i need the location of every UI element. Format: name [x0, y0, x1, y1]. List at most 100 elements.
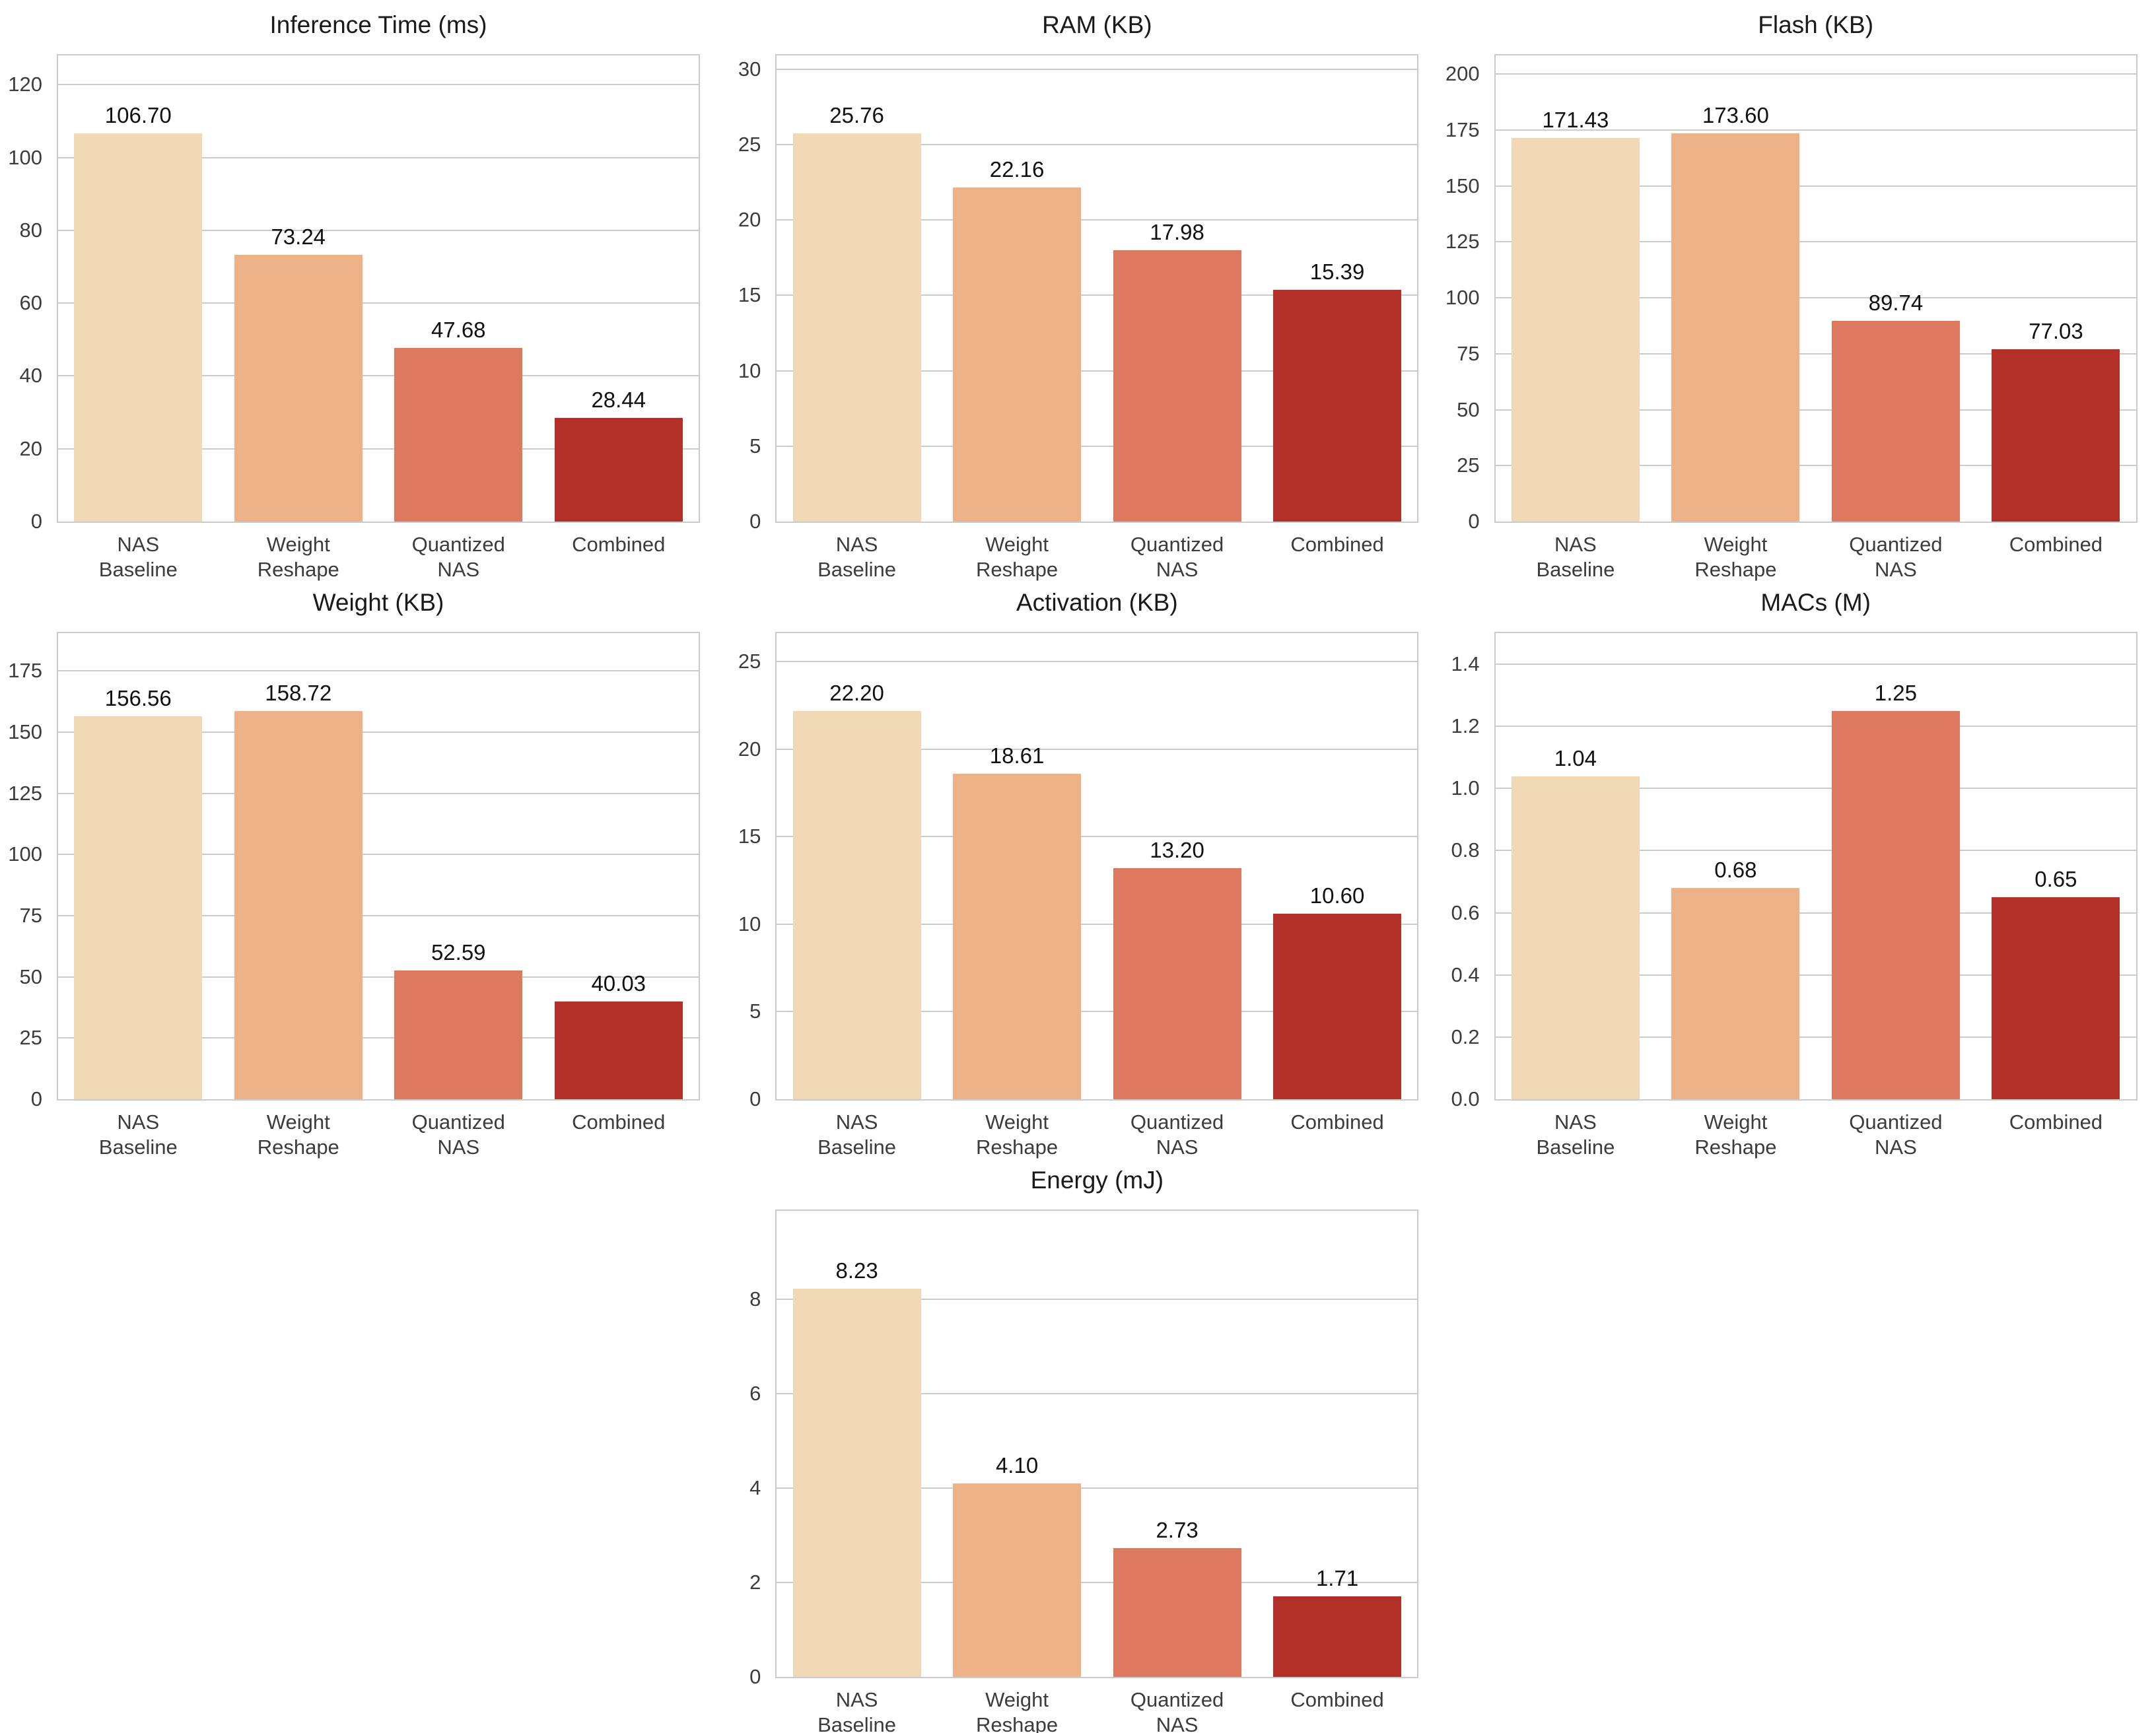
y-tick-label: 0.6 [1451, 900, 1480, 924]
bar-value-label: 25.76 [829, 102, 884, 127]
x-tick-label: Quantized NAS [411, 533, 505, 581]
gridline [1495, 974, 2136, 976]
gridline [1495, 912, 2136, 914]
y-tick-label: 1.4 [1451, 652, 1480, 676]
y-tick-label: 15 [738, 825, 761, 848]
y-tick-label: 120 [8, 73, 42, 96]
chart-inference-time-ms: Inference Time (ms) 0 20 40 60 80 100 120 106.70… [0, 0, 718, 581]
chart-energy-mj: Energy (mJ) 0 2 4 6 8 8.23 NAS Baseline 4.10 Weig… [718, 1155, 1437, 1733]
x-tick-label: Combined [1290, 533, 1384, 556]
plot-area [775, 1209, 1419, 1678]
y-tick-label: 5 [749, 1000, 761, 1023]
bar-weight-reshape [234, 710, 363, 1099]
y-tick-label: 0.8 [1451, 838, 1480, 862]
gridline [777, 370, 1418, 372]
gridline [58, 448, 699, 450]
y-tick-label: 25 [19, 1026, 42, 1050]
y-tick-label: 10 [738, 358, 761, 382]
bar-value-label: 1.71 [1315, 1565, 1359, 1590]
x-tick-label: NAS Baseline [1536, 1110, 1615, 1159]
bar-quantized-nas [394, 970, 523, 1099]
gridline [1495, 788, 2136, 790]
chart-activation-kb: Activation (KB) 0 5 10 15 20 25 22.20 NAS Baseli… [718, 578, 1437, 1159]
bar-weight-reshape [1671, 887, 1800, 1099]
x-tick-label: Combined [1290, 1688, 1384, 1711]
chart-macs-m: MACs (M) 0.0 0.2 0.4 0.6 0.8 1.0 1.2 1.4 1.04 NAS … [1438, 578, 2156, 1159]
chart-title: Flash (KB) [1758, 11, 1874, 38]
bar-nas-baseline [1511, 138, 1640, 522]
bar-value-label: 73.24 [271, 224, 326, 250]
y-tick-label: 175 [1445, 118, 1480, 141]
bar-nas-baseline [792, 710, 921, 1099]
bar-weight-reshape [953, 773, 1082, 1099]
bar-value-label: 28.44 [591, 388, 646, 413]
gridline [777, 445, 1418, 447]
gridline [58, 792, 699, 794]
bar-quantized-nas [1113, 1547, 1241, 1677]
gridline [58, 229, 699, 231]
gridline [777, 219, 1418, 221]
bar-quantized-nas [1831, 320, 1960, 522]
gridline [777, 923, 1418, 925]
plot-area [57, 54, 700, 523]
x-tick-label: Weight Reshape [976, 1688, 1059, 1733]
gridline [777, 1487, 1418, 1489]
y-tick-label: 5 [749, 434, 761, 458]
y-tick-label: 2 [749, 1571, 761, 1594]
bar-value-label: 15.39 [1309, 259, 1365, 284]
bar-nas-baseline [792, 133, 921, 522]
y-tick-label: 1.2 [1451, 714, 1480, 738]
y-tick-label: 100 [8, 842, 42, 866]
bar-combined [554, 1001, 683, 1099]
chart-title: Inference Time (ms) [269, 11, 487, 38]
y-tick-label: 125 [8, 781, 42, 805]
bar-value-label: 156.56 [104, 685, 172, 710]
y-tick-label: 150 [1445, 174, 1480, 197]
gridline [777, 1582, 1418, 1584]
y-tick-label: 75 [1457, 341, 1480, 365]
y-tick-label: 20 [738, 737, 761, 761]
plot-area [775, 632, 1419, 1101]
bar-value-label: 77.03 [2029, 318, 2083, 343]
gridline [1495, 726, 2136, 728]
gridline [777, 1011, 1418, 1013]
chart-title: RAM (KB) [1042, 11, 1152, 38]
x-tick-label: Weight Reshape [257, 1110, 339, 1159]
gridline [777, 748, 1418, 750]
y-tick-label: 75 [19, 903, 42, 927]
y-tick-label: 0 [749, 1087, 761, 1110]
bar-value-label: 2.73 [1156, 1517, 1199, 1542]
x-tick-label: NAS Baseline [1536, 533, 1615, 581]
chart-title: Energy (mJ) [1030, 1167, 1164, 1194]
bar-combined [1992, 897, 2120, 1099]
bar-weight-reshape [1671, 133, 1800, 522]
gridline [1495, 185, 2136, 187]
bar-value-label: 47.68 [431, 318, 486, 343]
gridline [58, 84, 699, 86]
gridline [777, 661, 1418, 663]
chart-title: Activation (KB) [1016, 589, 1178, 616]
y-tick-label: 100 [1445, 286, 1480, 310]
y-tick-label: 25 [738, 650, 761, 673]
x-tick-label: Combined [572, 1110, 666, 1134]
bar-value-label: 1.04 [1554, 745, 1597, 770]
gridline [58, 976, 699, 978]
bar-value-label: 4.10 [995, 1452, 1039, 1478]
gridline [58, 156, 699, 158]
x-tick-label: Quantized NAS [1130, 1110, 1224, 1159]
bar-value-label: 17.98 [1150, 220, 1204, 245]
gridline [1495, 409, 2136, 411]
bar-quantized-nas [1113, 250, 1241, 522]
bar-value-label: 173.60 [1702, 102, 1769, 127]
bar-value-label: 8.23 [835, 1258, 878, 1283]
x-tick-label: Quantized NAS [1849, 533, 1943, 581]
y-tick-label: 40 [19, 364, 42, 388]
x-tick-label: Quantized NAS [1849, 1110, 1943, 1159]
y-tick-label: 80 [19, 218, 42, 242]
bar-weight-reshape [953, 187, 1082, 522]
y-tick-label: 30 [738, 57, 761, 81]
bar-combined [1273, 289, 1402, 522]
y-tick-label: 125 [1445, 230, 1480, 254]
plot-area [1494, 632, 2138, 1101]
